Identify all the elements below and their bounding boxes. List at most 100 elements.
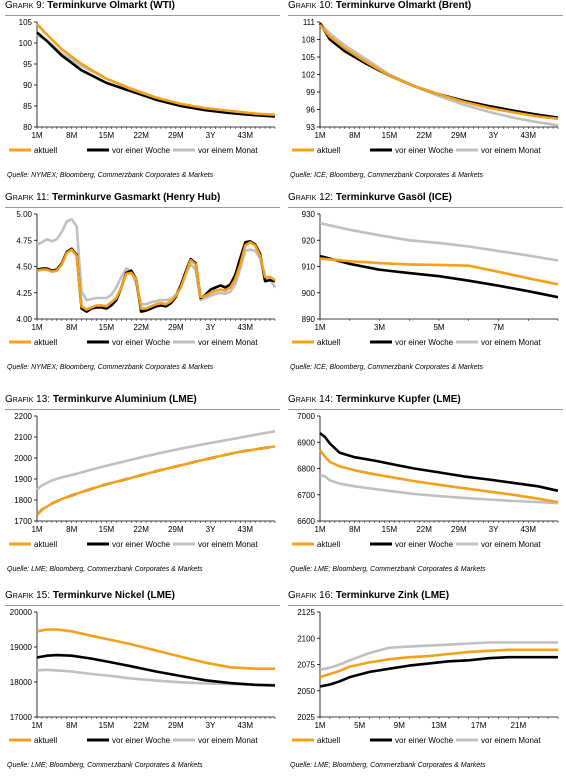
- panel-title-text: Terminkurve Gasöl (ICE): [335, 192, 452, 203]
- x-tick-label: 29M: [168, 131, 184, 140]
- line-chart: 890 900 910 920 930 1M 3M 5M 7M aktuell vor einer …: [292, 211, 559, 347]
- y-tick-label: 2125: [297, 609, 315, 617]
- y-tick-label: 95: [23, 60, 32, 69]
- x-tick-label: 8M: [66, 525, 77, 534]
- series-line: [36, 430, 276, 491]
- source-note: Quelle: LME; Bloomberg, Commerzbank Corp…: [290, 566, 486, 573]
- series-line: [36, 217, 277, 306]
- source-note: Quelle: ICE; Bloomberg, Commerzbank Corp…: [290, 364, 483, 371]
- series-line: [319, 254, 559, 299]
- series-line: [36, 31, 276, 118]
- panel-number: Grafik 12:: [288, 192, 334, 203]
- x-tick-label: 1M: [31, 131, 42, 140]
- panel-number: Grafik 9:: [5, 0, 45, 11]
- y-tick-label: 19000: [10, 643, 33, 652]
- panel-title-text: Terminkurve Gasmarkt (Henry Hub): [52, 192, 221, 203]
- panel-title: Grafik 13: Terminkurve Aluminium (LME): [5, 394, 280, 410]
- y-tick-label: 93: [306, 123, 315, 132]
- legend-label: vor einer Woche: [395, 338, 454, 347]
- series-line: [319, 432, 559, 493]
- panel-title: Grafik 9: Terminkurve Olmarkt (WTI): [5, 0, 280, 16]
- y-tick-label: 100: [19, 39, 33, 48]
- legend-label: aktuell: [34, 338, 57, 347]
- series-line: [319, 24, 559, 121]
- panel-number: Grafik 13:: [5, 394, 51, 405]
- legend-label: vor einem Monat: [198, 540, 258, 549]
- legend-label: vor einem Monat: [481, 338, 541, 347]
- x-tick-label: 5M: [354, 721, 365, 730]
- y-tick-label: 6900: [297, 438, 315, 447]
- panel-number: Grafik 15:: [5, 590, 51, 601]
- y-tick-label: 105: [19, 19, 33, 27]
- series-line: [319, 641, 558, 672]
- x-tick-label: 29M: [451, 525, 467, 534]
- series-line: [318, 22, 559, 119]
- x-tick-label: 22M: [416, 131, 432, 140]
- line-chart: 4.00 4.25 4.50 4.75 5.00 1M 8M 15M 22M 29M 3Y 43M ak…: [9, 211, 277, 347]
- x-tick-label: 43M: [520, 131, 536, 140]
- panel-number: Grafik 16:: [288, 590, 334, 601]
- x-tick-label: 8M: [66, 721, 77, 730]
- y-tick-label: 920: [302, 236, 316, 245]
- y-tick-label: 930: [302, 211, 316, 219]
- panel-title-text: Terminkurve Aluminium (LME): [52, 394, 197, 405]
- panel-title-text: Terminkurve Kupfer (LME): [335, 394, 461, 405]
- legend-label: vor einer Woche: [112, 540, 171, 549]
- x-tick-label: 9M: [394, 721, 405, 730]
- y-tick-label: 80: [23, 123, 32, 132]
- series-line: [319, 221, 559, 262]
- y-tick-label: 105: [302, 53, 316, 62]
- x-tick-label: 22M: [133, 721, 149, 730]
- chart-panel: Grafik 14: Terminkurve Kupfer (LME) 6600…: [288, 394, 563, 585]
- x-tick-label: 43M: [237, 323, 253, 332]
- source-note: Quelle: NYMEX; Bloomberg, Commerzbank Co…: [7, 172, 214, 179]
- x-tick-label: 22M: [133, 323, 149, 332]
- x-tick-label: 43M: [237, 131, 253, 140]
- panel-title: Grafik 12: Terminkurve Gasöl (ICE): [288, 192, 563, 208]
- source-note: Quelle: NYMEX; Bloomberg, Commerzbank Co…: [7, 364, 214, 371]
- x-tick-label: 22M: [416, 525, 432, 534]
- x-tick-label: 1M: [314, 323, 325, 332]
- x-tick-label: 15M: [99, 525, 115, 534]
- series-line: [319, 257, 559, 286]
- x-tick-label: 22M: [133, 131, 149, 140]
- panel-number: Grafik 11:: [5, 192, 50, 203]
- source-note: Quelle: LME; Bloomberg, Commerzbank Corp…: [7, 566, 203, 573]
- series-line: [36, 653, 276, 687]
- y-tick-label: 6800: [297, 465, 315, 474]
- line-chart: 6600 6700 6800 6900 7000 1M 8M 15M 22M 29M 3Y 43M ak…: [292, 413, 559, 549]
- legend-label: vor einer Woche: [395, 146, 454, 155]
- series-line: [36, 23, 276, 117]
- x-tick-label: 1M: [31, 721, 42, 730]
- y-tick-label: 4.75: [16, 236, 32, 245]
- legend-label: vor einem Monat: [481, 146, 541, 155]
- line-chart: 2025 2050 2075 2100 2125 1M 5M 9M 13M 17M 21M aktue…: [292, 609, 559, 745]
- y-tick-label: 96: [306, 106, 315, 115]
- x-tick-label: 8M: [349, 131, 360, 140]
- x-tick-label: 21M: [511, 721, 527, 730]
- panel-title-text: Terminkurve Olmarkt (WTI): [47, 0, 175, 11]
- series-line: [36, 628, 275, 671]
- x-tick-label: 13M: [431, 721, 447, 730]
- y-tick-label: 2000: [14, 454, 32, 463]
- y-tick-label: 900: [302, 289, 316, 298]
- y-tick-label: 1800: [14, 496, 32, 505]
- legend-label: aktuell: [34, 736, 57, 745]
- chart-panel: Grafik 12: Terminkurve Gasöl (ICE) 890 90…: [288, 192, 563, 383]
- chart-panel: Grafik 16: Terminkurve Zink (LME) 2025 20…: [288, 590, 563, 781]
- chart-panel: Grafik 10: Terminkurve Olmarkt (Brent) 9…: [288, 0, 563, 191]
- x-tick-label: 8M: [66, 323, 77, 332]
- y-tick-label: 4.00: [16, 315, 32, 324]
- x-tick-label: 22M: [133, 525, 149, 534]
- legend-label: vor einer Woche: [112, 338, 171, 347]
- panel-title: Grafik 11: Terminkurve Gasmarkt (Henry H…: [5, 192, 280, 208]
- y-tick-label: 890: [302, 315, 316, 324]
- y-tick-label: 7000: [297, 413, 315, 421]
- legend-label: aktuell: [317, 540, 340, 549]
- legend-label: aktuell: [317, 736, 340, 745]
- series-line: [318, 449, 559, 504]
- panel-title: Grafik 16: Terminkurve Zink (LME): [288, 590, 563, 606]
- y-tick-label: 20000: [10, 609, 33, 617]
- y-tick-label: 910: [302, 263, 316, 272]
- legend-label: aktuell: [34, 146, 57, 155]
